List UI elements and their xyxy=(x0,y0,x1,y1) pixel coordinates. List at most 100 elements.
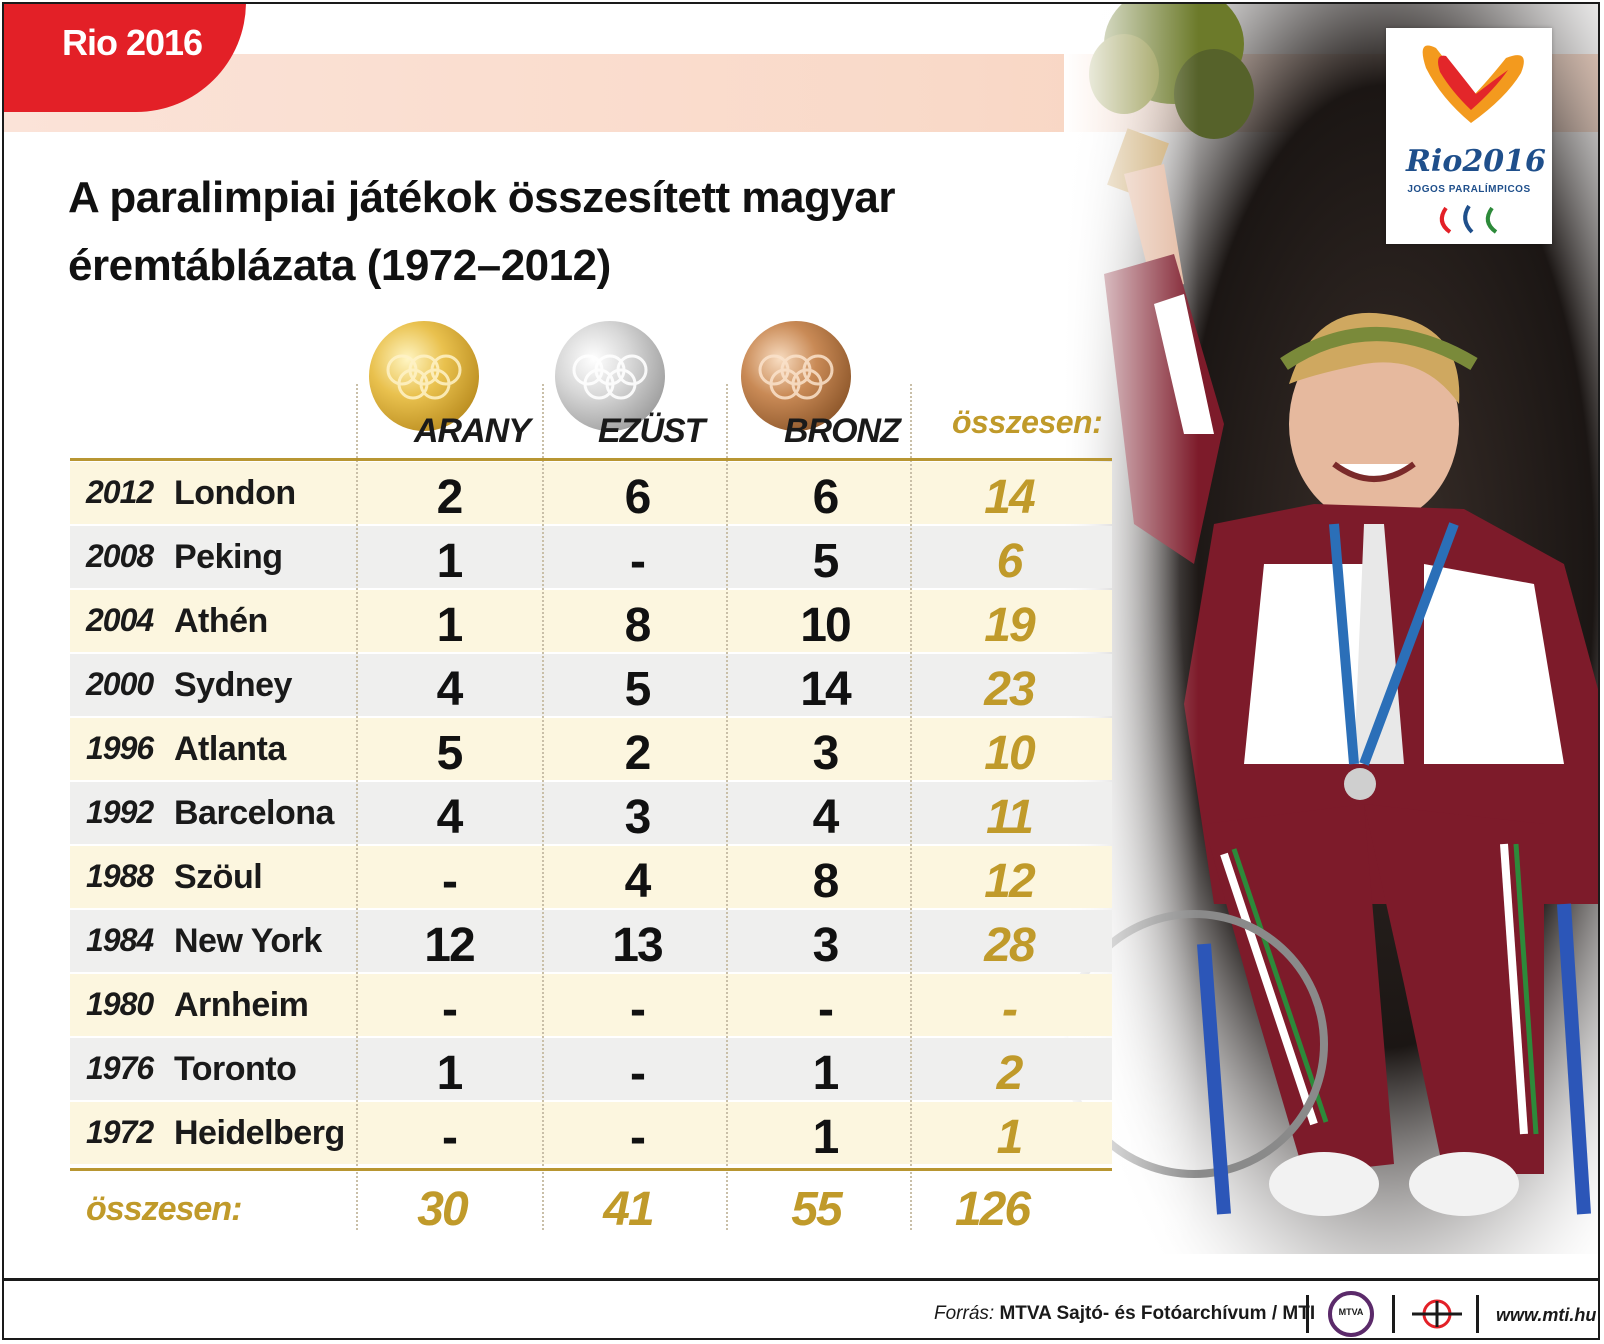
row-bronze: 3 xyxy=(812,727,840,780)
row-total: 1 xyxy=(996,1111,1024,1164)
gold-medal-icon xyxy=(368,320,480,432)
row-total: 28 xyxy=(984,919,1035,972)
row-gold: 1 xyxy=(436,535,464,588)
column-divider xyxy=(726,384,728,1230)
bronze-medal-icon xyxy=(740,320,852,432)
source-label: Forrás: xyxy=(934,1303,995,1324)
agitos-icon xyxy=(1439,204,1498,234)
row-year: 2012 xyxy=(86,474,154,510)
row-total: 11 xyxy=(986,791,1034,844)
column-header-bronze: BRONZ xyxy=(784,412,901,450)
row-city: Sydney xyxy=(174,666,292,704)
table-bottom-rule xyxy=(70,1168,1112,1171)
mtva-logo-text: MTVA xyxy=(1338,1307,1364,1317)
row-gold: 12 xyxy=(424,919,475,972)
row-gold: 4 xyxy=(436,791,464,844)
source-credit: Forrás: MTVA Sajtó- és Fotóarchívum / MT… xyxy=(934,1303,1315,1325)
table-row: 2000 Sydney 4 5 14 23 xyxy=(70,654,1112,716)
row-year: 1980 xyxy=(86,986,154,1022)
row-bronze: 14 xyxy=(800,663,851,716)
row-year: 1976 xyxy=(86,1050,154,1086)
row-silver: 3 xyxy=(624,791,652,844)
summary-gold: 30 xyxy=(417,1183,468,1236)
row-city: Atlanta xyxy=(174,730,286,768)
summary-total: 126 xyxy=(954,1183,1031,1236)
row-bronze: 4 xyxy=(812,791,840,844)
row-bronze: 1 xyxy=(812,1111,840,1164)
row-year: 2008 xyxy=(86,538,154,574)
rio-paralympics-logo: Rio2016 JOGOS PARALÍMPICOS xyxy=(1386,28,1552,244)
column-divider xyxy=(910,384,912,1230)
table-row: 1984 New York 12 13 3 28 xyxy=(70,910,1112,972)
row-city: Athén xyxy=(174,602,268,640)
table-row: 2012 London 2 6 6 14 xyxy=(70,462,1112,524)
rio-heart-emblem-icon xyxy=(1422,45,1524,123)
row-silver: 8 xyxy=(624,599,652,652)
row-bronze: 1 xyxy=(812,1047,840,1100)
source-text: MTVA Sajtó- és Fotóarchívum / MTI xyxy=(999,1303,1316,1324)
column-divider xyxy=(542,384,544,1230)
row-silver: 13 xyxy=(612,919,663,972)
row-gold: 5 xyxy=(436,727,464,780)
table-row: 2004 Athén 1 8 10 19 xyxy=(70,590,1112,652)
row-gold: - xyxy=(442,855,458,908)
row-total: - xyxy=(1002,983,1018,1036)
footer-separator xyxy=(1306,1295,1309,1333)
row-bronze: 5 xyxy=(812,535,840,588)
mtva-logo: MTVA xyxy=(1328,1291,1374,1337)
row-year: 1992 xyxy=(86,794,154,830)
title-line-2: éremtáblázata (1972–2012) xyxy=(68,241,611,290)
row-silver: - xyxy=(630,1047,646,1100)
table-row: 1992 Barcelona 4 3 4 11 xyxy=(70,782,1112,844)
mti-logo-icon xyxy=(1412,1299,1462,1329)
column-header-gold: ARANY xyxy=(414,412,531,450)
row-city: London xyxy=(174,474,296,512)
table-row: 1972 Heidelberg - - 1 1 xyxy=(70,1102,1112,1164)
row-year: 1984 xyxy=(86,922,154,958)
row-silver: 5 xyxy=(624,663,652,716)
row-silver: - xyxy=(630,1111,646,1164)
summary-silver: 41 xyxy=(603,1183,654,1236)
row-bronze: - xyxy=(818,983,834,1036)
table-row: 1996 Atlanta 5 2 3 10 xyxy=(70,718,1112,780)
row-bronze: 6 xyxy=(812,471,840,524)
row-city: Peking xyxy=(174,538,283,576)
row-city: Barcelona xyxy=(174,794,334,832)
row-silver: 4 xyxy=(624,855,652,908)
row-city: Toronto xyxy=(174,1050,297,1088)
row-gold: 1 xyxy=(436,1047,464,1100)
row-silver: 6 xyxy=(624,471,652,524)
logo-subtitle: JOGOS PARALÍMPICOS xyxy=(1407,184,1531,195)
row-gold: 1 xyxy=(436,599,464,652)
logo-wordmark: Rio2016 xyxy=(1406,144,1546,179)
silver-medal-icon xyxy=(554,320,666,432)
row-bronze: 3 xyxy=(812,919,840,972)
row-gold: 4 xyxy=(436,663,464,716)
footer: Forrás: MTVA Sajtó- és Fotóarchívum / MT… xyxy=(4,1278,1598,1338)
row-bronze: 10 xyxy=(800,599,851,652)
table-row: 1976 Toronto 1 - 1 2 xyxy=(70,1038,1112,1100)
row-total: 23 xyxy=(984,663,1035,716)
row-city: Arnheim xyxy=(174,986,309,1024)
row-year: 1996 xyxy=(86,730,154,766)
row-total: 19 xyxy=(984,599,1035,652)
row-city: Szöul xyxy=(174,858,263,896)
row-city: New York xyxy=(174,922,322,960)
website-url: www.mti.hu xyxy=(1496,1305,1597,1325)
table-row: 1980 Arnheim - - - - xyxy=(70,974,1112,1036)
table-row: 2008 Peking 1 - 5 6 xyxy=(70,526,1112,588)
row-year: 2000 xyxy=(86,666,154,702)
tag-label: Rio 2016 xyxy=(62,22,203,63)
row-city: Heidelberg xyxy=(174,1114,345,1152)
row-gold: - xyxy=(442,1111,458,1164)
row-total: 14 xyxy=(984,471,1035,524)
footer-separator xyxy=(1392,1295,1395,1333)
row-bronze: 8 xyxy=(812,855,840,908)
row-total: 6 xyxy=(996,535,1024,588)
row-silver: - xyxy=(630,983,646,1036)
page-title: A paralimpiai játékok összesített magyar… xyxy=(68,164,1008,300)
column-divider xyxy=(356,384,358,1230)
row-year: 1972 xyxy=(86,1114,154,1150)
column-header-total: összesen: xyxy=(952,404,1103,440)
table-row: 1988 Szöul - 4 8 12 xyxy=(70,846,1112,908)
